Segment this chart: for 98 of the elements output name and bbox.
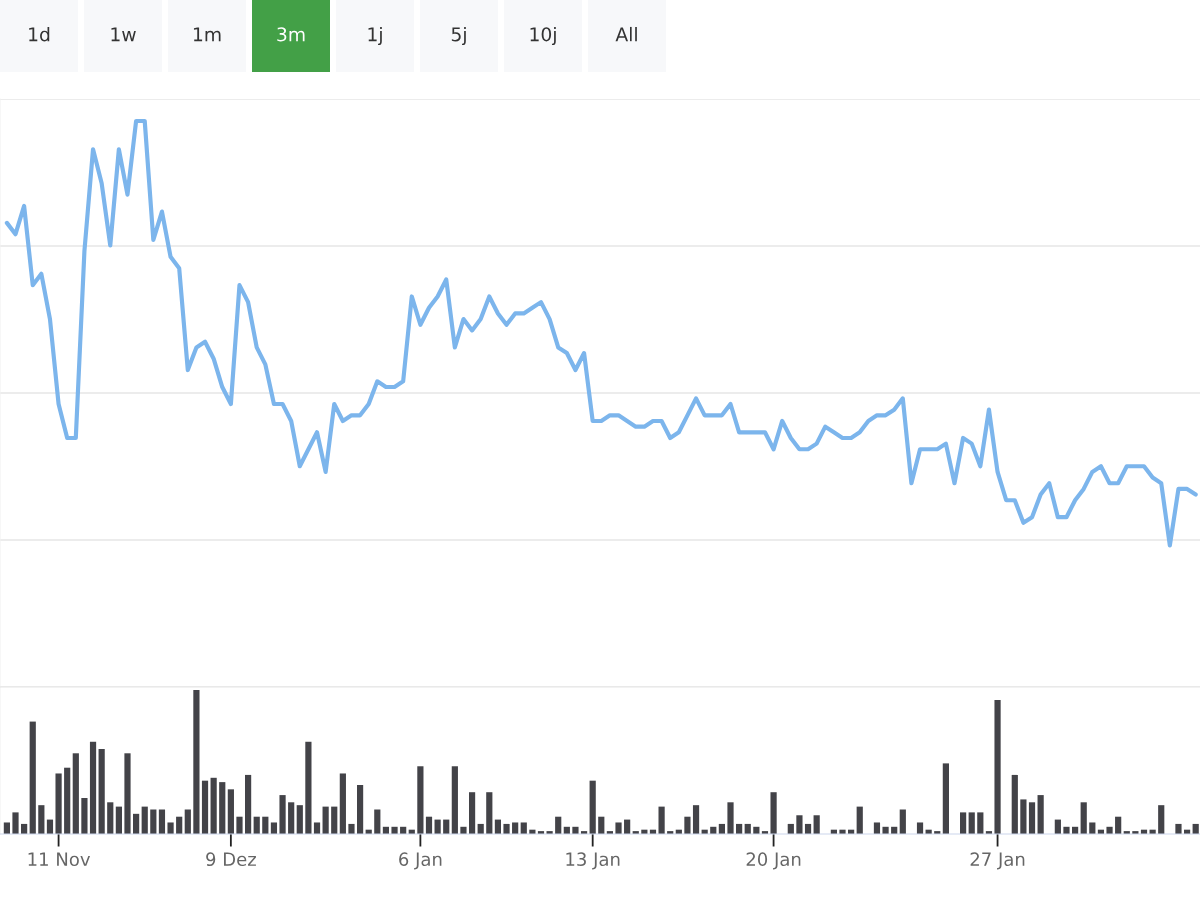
bar [417, 766, 424, 834]
bar [856, 806, 863, 834]
bar [288, 802, 295, 834]
bar [12, 812, 19, 834]
category-label: 10j [530, 26, 556, 46]
bar [38, 805, 45, 834]
bar [184, 809, 191, 834]
x-tick-label: 9 Dez [206, 852, 256, 867]
bar [1020, 799, 1027, 834]
bar [994, 699, 1001, 834]
bar [29, 721, 36, 834]
bar [322, 806, 329, 834]
bar [770, 792, 777, 834]
bar [451, 766, 458, 834]
bar [916, 822, 924, 834]
x-tick-label: 6 Jan [399, 852, 442, 870]
bar [520, 822, 527, 834]
category-label: 1m [193, 27, 221, 42]
bar [968, 812, 975, 834]
bar [1106, 826, 1113, 834]
bar [572, 826, 579, 834]
bar [81, 797, 88, 834]
bar [141, 806, 148, 834]
category-label: 5j [451, 26, 466, 46]
bar [219, 782, 226, 834]
category-label: 3m [277, 27, 305, 42]
bar [899, 809, 906, 834]
bar [176, 816, 183, 834]
bar [727, 802, 734, 834]
bar [1011, 774, 1018, 834]
bar [348, 823, 355, 834]
bar [1037, 795, 1044, 834]
bar [313, 822, 321, 834]
bar [227, 789, 234, 834]
bar [305, 741, 312, 834]
bar [339, 773, 346, 834]
x-tick-label: 20 Jan [746, 852, 801, 870]
bar [615, 822, 622, 834]
bar [425, 816, 433, 834]
bar [942, 763, 949, 834]
bar [236, 816, 243, 834]
bar [374, 809, 381, 834]
bar [1115, 816, 1122, 834]
x-tick-label: 13 Jan [566, 852, 620, 870]
bar [503, 823, 510, 834]
bar [150, 809, 157, 834]
category-label: 1d [29, 26, 50, 42]
bar [72, 753, 79, 834]
bar [960, 812, 967, 834]
bar [460, 826, 467, 834]
bar [692, 805, 700, 834]
bar [1158, 805, 1165, 834]
bar [158, 809, 166, 834]
bar [1028, 802, 1036, 834]
bar [882, 826, 889, 834]
bar [589, 780, 596, 834]
bar [813, 815, 820, 834]
bar [107, 802, 114, 834]
bar [555, 816, 562, 834]
bar [331, 806, 338, 834]
bar [658, 806, 665, 834]
bar [64, 767, 71, 834]
bar [684, 816, 691, 834]
category-label: All [615, 26, 637, 42]
category-label: 1j [368, 26, 382, 46]
x-tick-label: 11 Nov [28, 852, 91, 867]
bar [262, 816, 269, 834]
bar [1175, 823, 1182, 834]
bar [3, 822, 10, 834]
bar [167, 822, 174, 834]
bar [115, 806, 122, 834]
bar [296, 805, 303, 834]
bar [486, 792, 493, 834]
bar [873, 822, 881, 834]
bar [253, 816, 260, 834]
category-label: 1w [111, 27, 136, 42]
bar [356, 785, 364, 834]
bar [598, 816, 605, 834]
bar [977, 812, 984, 834]
bar [1089, 822, 1096, 834]
bar [391, 826, 398, 834]
bar [193, 689, 200, 834]
bar [210, 777, 217, 834]
x-tick-label: 27 Jan [970, 852, 1025, 870]
bar [55, 773, 62, 834]
bar [124, 753, 131, 834]
bar [245, 774, 252, 834]
bar [201, 780, 209, 834]
bar [89, 741, 97, 834]
bar [1063, 826, 1070, 834]
bar [279, 795, 286, 834]
bar [1080, 802, 1087, 834]
bar [796, 815, 803, 834]
bar [270, 822, 278, 834]
bar [512, 822, 519, 834]
bar [133, 813, 140, 834]
bar [98, 748, 105, 834]
bar [468, 792, 476, 834]
